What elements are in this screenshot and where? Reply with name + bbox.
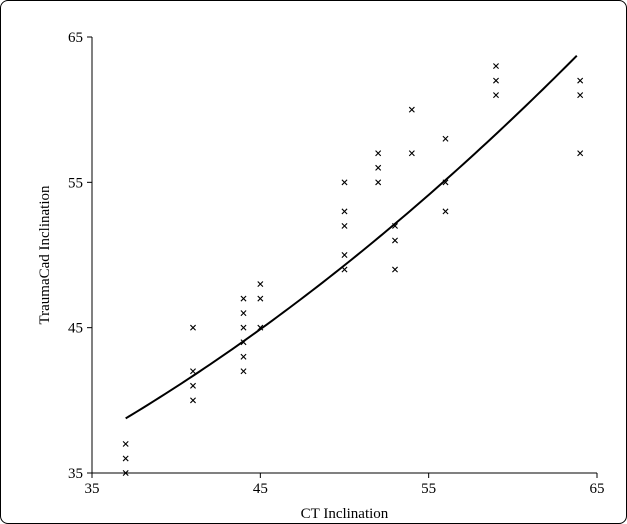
y-tick-label: 35 <box>68 466 83 482</box>
x-tick-label: 65 <box>590 481 605 497</box>
data-point-marker <box>442 208 449 215</box>
y-tick-label: 65 <box>68 30 83 46</box>
data-point-marker <box>408 150 415 157</box>
x-tick-label: 45 <box>253 481 268 497</box>
data-point-marker <box>493 63 499 70</box>
data-point-marker <box>240 368 247 375</box>
data-point-marker <box>493 92 499 99</box>
data-point-marker <box>341 179 348 186</box>
data-point-marker <box>493 77 499 84</box>
data-point-marker <box>190 397 196 404</box>
data-point-marker <box>190 324 196 331</box>
data-point-marker <box>122 455 129 462</box>
y-tick-label: 55 <box>68 175 83 191</box>
data-point-marker <box>240 295 247 302</box>
data-point-marker <box>577 92 584 99</box>
data-point-marker <box>577 77 584 84</box>
data-point-marker <box>122 470 129 476</box>
data-point-marker <box>375 179 382 186</box>
y-axis-title: TraumaCad Inclination <box>37 185 53 325</box>
data-point-marker <box>257 281 264 288</box>
y-tick-label: 45 <box>68 321 83 337</box>
data-point-marker <box>341 252 348 258</box>
data-point-marker <box>240 353 247 360</box>
data-point-marker <box>240 310 247 317</box>
data-point-marker <box>392 237 398 244</box>
x-tick-label: 35 <box>85 481 100 497</box>
data-point-marker <box>408 106 415 113</box>
data-point-marker <box>577 150 584 157</box>
data-point-marker <box>442 135 449 142</box>
data-point-marker <box>190 382 196 389</box>
x-axis-title: CT Inclination <box>301 506 389 522</box>
data-point-marker <box>375 150 382 157</box>
data-point-marker <box>375 164 382 171</box>
data-point-marker <box>122 440 129 447</box>
data-point-marker <box>240 324 247 331</box>
fit-curve <box>125 54 578 420</box>
data-point-marker <box>257 295 264 302</box>
data-point-marker <box>190 368 196 375</box>
x-tick-label: 55 <box>421 481 436 497</box>
data-point-marker <box>341 208 348 215</box>
data-point-marker <box>341 222 348 229</box>
data-point-marker <box>392 266 398 273</box>
